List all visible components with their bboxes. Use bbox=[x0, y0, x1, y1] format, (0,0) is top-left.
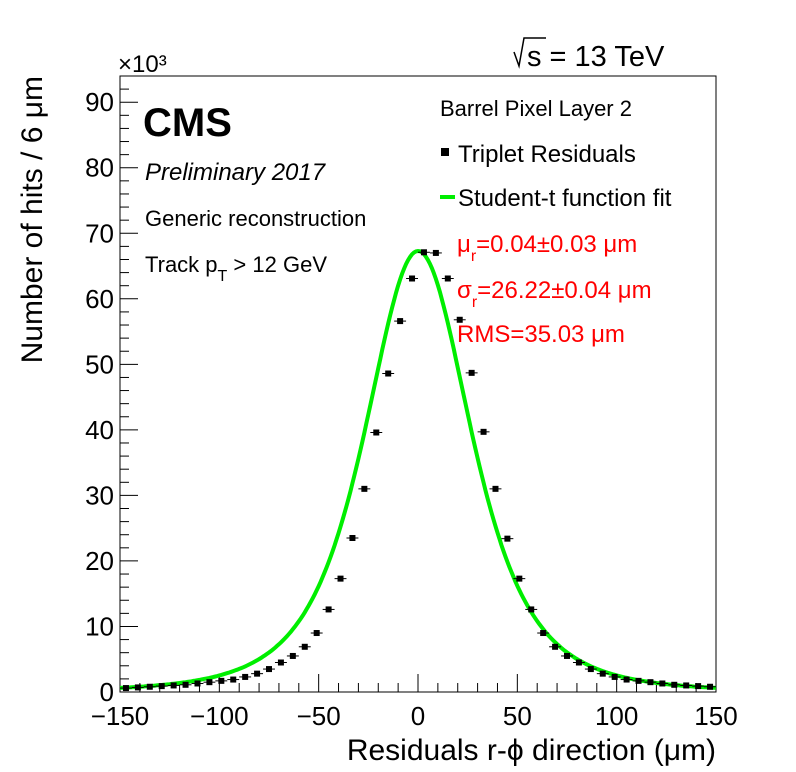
student-t-fit-curve bbox=[119, 248, 717, 690]
experiment-label: CMS bbox=[143, 101, 232, 145]
data-points bbox=[120, 249, 716, 692]
data-point bbox=[564, 652, 570, 659]
data-point bbox=[516, 575, 523, 582]
data-point bbox=[385, 370, 392, 377]
data-point bbox=[552, 643, 559, 650]
x-tick-label: 100 bbox=[595, 701, 638, 731]
data-point bbox=[611, 673, 618, 680]
data-point bbox=[540, 630, 547, 637]
x-tick-label: −150 bbox=[91, 701, 150, 731]
data-point bbox=[182, 681, 189, 688]
data-point bbox=[456, 316, 463, 323]
data-point bbox=[707, 683, 714, 690]
data-point bbox=[266, 666, 272, 673]
legend-header: Barrel Pixel Layer 2 bbox=[440, 96, 632, 121]
data-point bbox=[254, 670, 261, 677]
data-point bbox=[206, 679, 213, 686]
data-point bbox=[158, 683, 165, 690]
y-tick-label: 60 bbox=[85, 284, 114, 314]
data-point bbox=[361, 485, 368, 492]
data-point bbox=[683, 682, 690, 689]
x-tick-label: 50 bbox=[503, 701, 532, 731]
data-point bbox=[695, 683, 702, 690]
data-point bbox=[635, 677, 642, 684]
data-point bbox=[146, 683, 153, 690]
data-point bbox=[420, 249, 427, 256]
data-point bbox=[623, 676, 630, 683]
energy-label: s = 13 TeV bbox=[513, 37, 665, 73]
x-tick-label: 150 bbox=[694, 701, 737, 731]
legend-label-fit: Student-t function fit bbox=[458, 185, 672, 212]
data-point bbox=[313, 630, 320, 637]
data-point bbox=[301, 643, 308, 650]
data-point bbox=[122, 685, 129, 692]
x-axis-label: Residuals r-ϕ direction (μm) bbox=[347, 734, 716, 767]
svg-text:s = 13 TeV: s = 13 TeV bbox=[527, 41, 665, 73]
y-tick-label: 80 bbox=[85, 153, 114, 183]
data-point bbox=[218, 677, 225, 684]
status-label: Preliminary 2017 bbox=[145, 159, 327, 186]
fit-sigma-label: σr=26.22±0.04 μm bbox=[457, 277, 652, 311]
data-point bbox=[325, 606, 332, 613]
data-point bbox=[170, 682, 177, 689]
data-point bbox=[242, 673, 249, 680]
y-tick-label: 70 bbox=[85, 218, 114, 248]
legend-label-data: Triplet Residuals bbox=[458, 141, 636, 168]
data-point bbox=[575, 659, 582, 666]
reconstruction-label: Generic reconstruction bbox=[145, 206, 366, 231]
y-tick-label: 40 bbox=[85, 415, 114, 445]
fit-mean-label: μr=0.04±0.03 μm bbox=[457, 231, 637, 265]
data-point bbox=[373, 429, 380, 436]
y-tick-label: 90 bbox=[85, 87, 114, 117]
data-point bbox=[194, 680, 201, 687]
data-point bbox=[277, 659, 284, 666]
data-point bbox=[492, 485, 499, 492]
data-point bbox=[599, 670, 606, 677]
data-point bbox=[671, 681, 678, 688]
data-point bbox=[480, 428, 487, 435]
y-tick-label: 10 bbox=[85, 611, 114, 641]
y-tick-label: 30 bbox=[85, 480, 114, 510]
y-axis: 0 10 20 30 40 50 60 70 80 90 bbox=[85, 75, 138, 707]
y-tick-label: 0 bbox=[100, 677, 114, 707]
y-axis-label: Number of hits / 6 μm bbox=[16, 76, 49, 363]
data-point bbox=[349, 535, 356, 541]
x-axis: −150 −100 −50 0 50 100 150 bbox=[91, 674, 738, 731]
data-point bbox=[289, 652, 296, 659]
data-point bbox=[409, 275, 416, 282]
legend-marker-square bbox=[441, 148, 449, 156]
data-point bbox=[528, 606, 535, 613]
data-point bbox=[230, 676, 237, 683]
y-multiplier: ×10³ bbox=[118, 51, 167, 78]
x-tick-label: −50 bbox=[297, 701, 341, 731]
x-tick-label: −100 bbox=[190, 701, 249, 731]
data-point bbox=[444, 275, 451, 282]
data-point bbox=[397, 318, 404, 325]
data-point bbox=[587, 666, 594, 673]
data-point bbox=[134, 684, 141, 691]
data-point bbox=[337, 575, 344, 582]
data-point bbox=[504, 535, 511, 542]
fit-rms-label: RMS=35.03 μm bbox=[457, 321, 625, 348]
track-pt-label: Track pT > 12 GeV bbox=[145, 252, 327, 285]
x-tick-label: 0 bbox=[411, 701, 425, 731]
y-tick-label: 50 bbox=[85, 349, 114, 379]
data-point bbox=[432, 249, 439, 256]
data-point bbox=[647, 679, 654, 686]
data-point bbox=[659, 680, 666, 687]
y-tick-label: 20 bbox=[85, 546, 114, 576]
data-point bbox=[468, 369, 475, 376]
